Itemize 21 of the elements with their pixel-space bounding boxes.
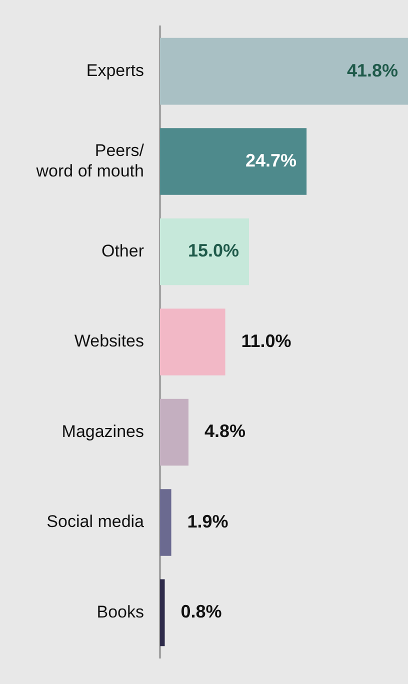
y-tick-label: Other [101, 241, 144, 260]
bar [160, 128, 307, 195]
y-tick-label: Peers/ word of mouth [35, 141, 144, 180]
data-label: 1.9% [187, 511, 228, 532]
data-label: 4.8% [204, 421, 246, 442]
y-tick-label: Websites [74, 332, 144, 351]
y-tick-label: Social media [46, 512, 145, 532]
y-tick-label: Magazines [62, 422, 144, 441]
data-label: 15.0% [188, 240, 239, 261]
bar [160, 489, 172, 556]
y-tick-label: Experts [86, 61, 144, 80]
y-tick-label: Books [96, 602, 144, 622]
bar [160, 38, 408, 105]
bar [160, 218, 249, 286]
bar [160, 579, 165, 646]
data-label: 11.0% [241, 330, 292, 351]
data-label: 0.8% [180, 602, 222, 622]
data-label: 41.8% [346, 60, 398, 80]
bar [160, 398, 188, 466]
bar [160, 308, 226, 376]
data-label: 24.7% [246, 150, 297, 171]
